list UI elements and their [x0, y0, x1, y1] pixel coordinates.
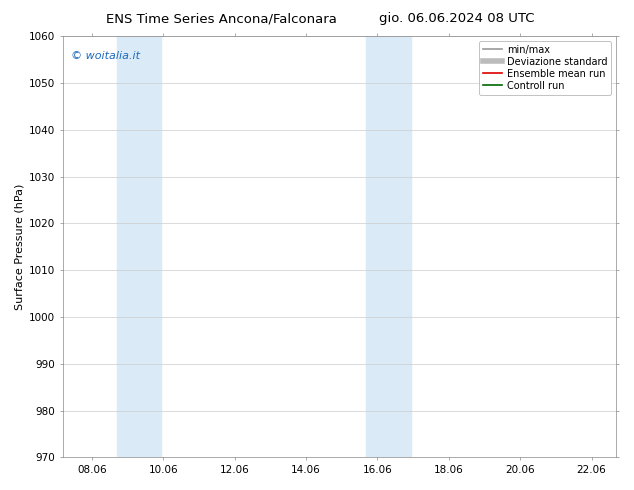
Text: ENS Time Series Ancona/Falconara: ENS Time Series Ancona/Falconara [107, 12, 337, 25]
Legend: min/max, Deviazione standard, Ensemble mean run, Controll run: min/max, Deviazione standard, Ensemble m… [479, 41, 611, 95]
Bar [366, 36, 411, 457]
Text: gio. 06.06.2024 08 UTC: gio. 06.06.2024 08 UTC [378, 12, 534, 25]
Y-axis label: Surface Pressure (hPa): Surface Pressure (hPa) [15, 184, 25, 310]
Bar [117, 36, 161, 457]
Text: © woitalia.it: © woitalia.it [72, 51, 140, 61]
